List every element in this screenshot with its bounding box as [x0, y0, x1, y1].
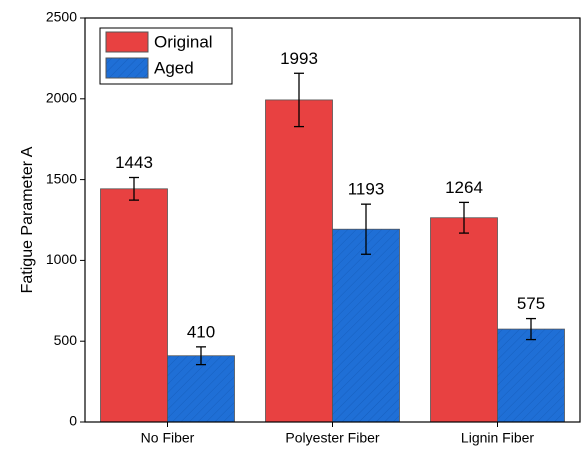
x-tick-label: Polyester Fiber	[285, 430, 379, 446]
y-tick-label: 1500	[46, 170, 77, 186]
x-tick-label: No Fiber	[141, 430, 195, 446]
y-tick-label: 2500	[46, 9, 77, 25]
legend-label: Original	[154, 32, 213, 51]
y-tick-label: 500	[54, 332, 78, 348]
bar-hatch	[332, 229, 400, 422]
plot-frame	[84, 17, 581, 423]
y-tick-label: 1000	[46, 251, 77, 267]
legend-hatch	[106, 58, 148, 78]
bar	[100, 188, 168, 423]
x-tick-label: Lignin Fiber	[461, 430, 534, 446]
bar	[265, 99, 333, 423]
y-tick-label: 0	[69, 413, 77, 429]
value-label: 1993	[280, 49, 318, 68]
y-axis-title: Fatigue Parameter A	[19, 146, 36, 293]
bar	[430, 217, 498, 423]
legend-swatch	[105, 31, 149, 53]
value-label: 410	[187, 322, 215, 341]
bar-hatch	[167, 355, 235, 422]
value-label: 575	[517, 294, 545, 313]
bar-hatch	[497, 329, 565, 422]
value-label: 1264	[445, 178, 483, 197]
legend-label: Aged	[154, 58, 194, 77]
value-label: 1443	[115, 153, 153, 172]
value-label: 1193	[348, 180, 385, 199]
y-tick-label: 2000	[46, 90, 77, 106]
